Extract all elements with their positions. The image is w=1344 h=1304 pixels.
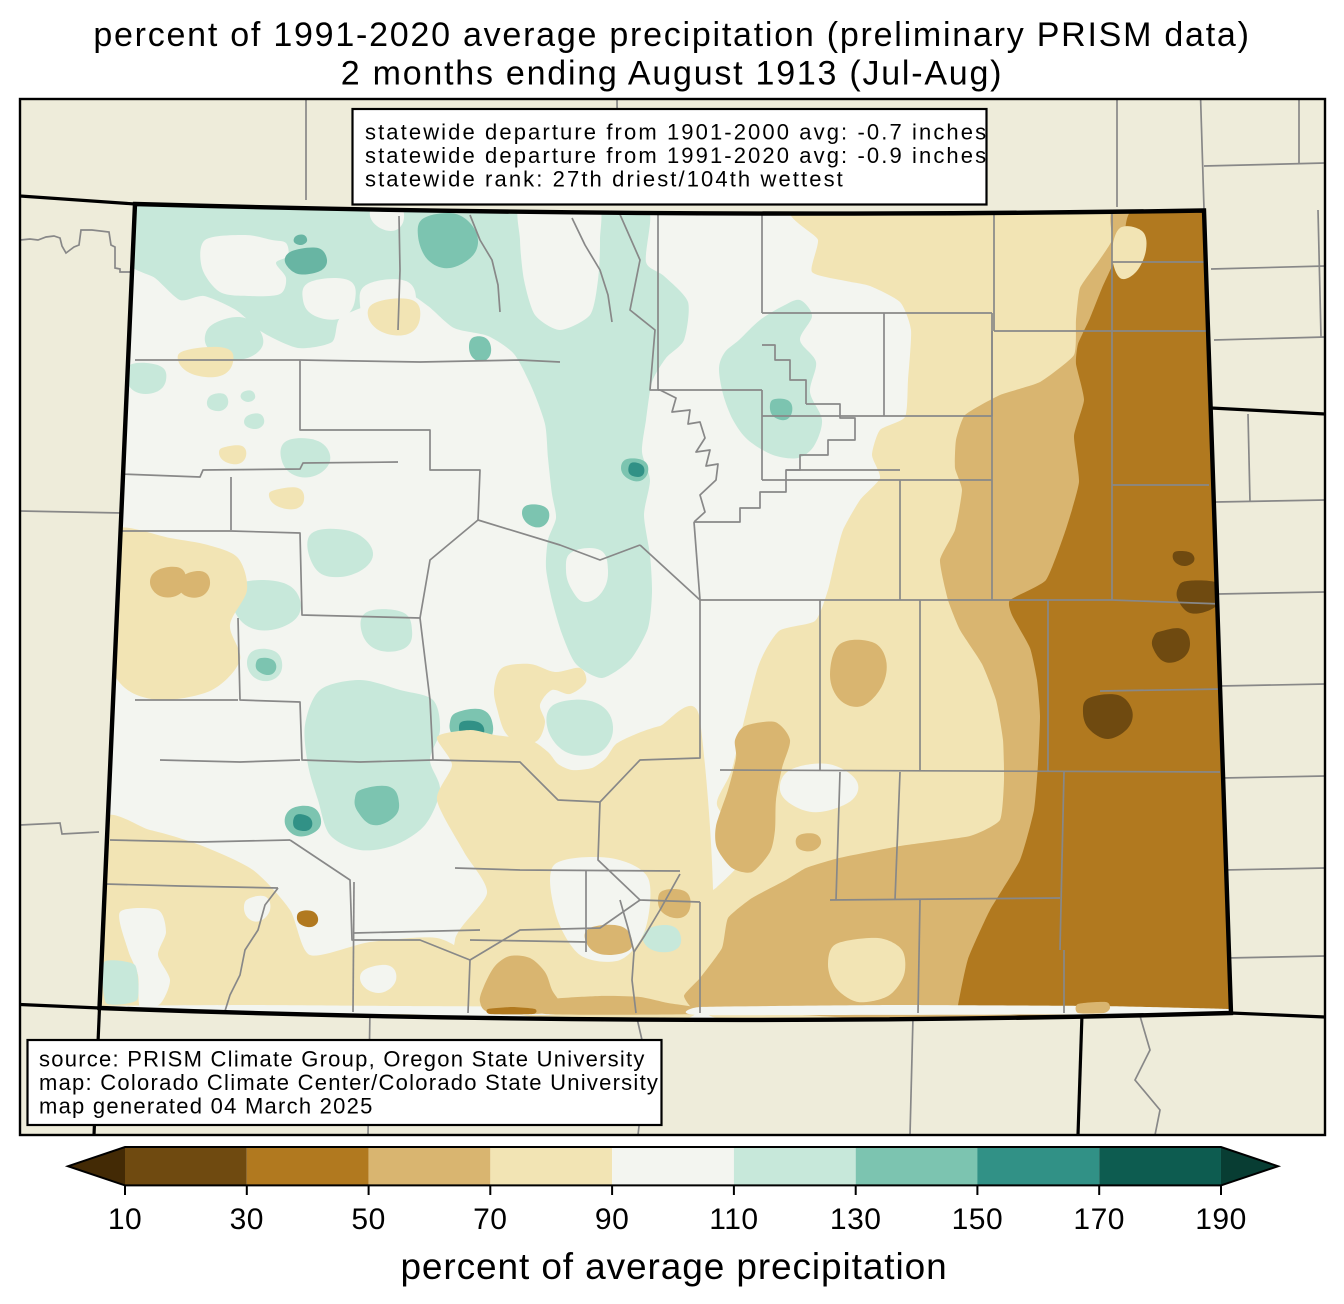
svg-text:statewide rank: 27th driest/10: statewide rank: 27th driest/104th wettes… xyxy=(365,167,845,192)
svg-text:map: Colorado Climate Center/C: map: Colorado Climate Center/Colorado St… xyxy=(39,1070,659,1095)
svg-text:110: 110 xyxy=(709,1203,758,1236)
svg-text:50: 50 xyxy=(351,1203,385,1236)
svg-text:170: 170 xyxy=(1073,1203,1125,1236)
svg-text:percent of 1991-2020 average p: percent of 1991-2020 average precipitati… xyxy=(93,16,1250,54)
svg-text:source: PRISM Climate Group, O: source: PRISM Climate Group, Oregon Stat… xyxy=(39,1047,646,1072)
svg-text:statewide departure from 1991-: statewide departure from 1991-2020 avg: … xyxy=(365,143,988,168)
svg-text:130: 130 xyxy=(830,1203,882,1236)
svg-text:150: 150 xyxy=(952,1203,1004,1236)
svg-text:2 months ending August 1913 (J: 2 months ending August 1913 (Jul-Aug) xyxy=(341,55,1003,93)
svg-text:30: 30 xyxy=(230,1203,264,1236)
svg-text:190: 190 xyxy=(1195,1203,1247,1236)
svg-text:70: 70 xyxy=(473,1203,507,1236)
svg-text:percent of average precipitati: percent of average precipitation xyxy=(400,1246,947,1287)
svg-text:90: 90 xyxy=(595,1203,629,1236)
svg-text:10: 10 xyxy=(108,1203,142,1236)
svg-text:statewide departure from 1901-: statewide departure from 1901-2000 avg: … xyxy=(365,120,988,145)
svg-text:map generated 04 March 2025: map generated 04 March 2025 xyxy=(39,1094,374,1119)
